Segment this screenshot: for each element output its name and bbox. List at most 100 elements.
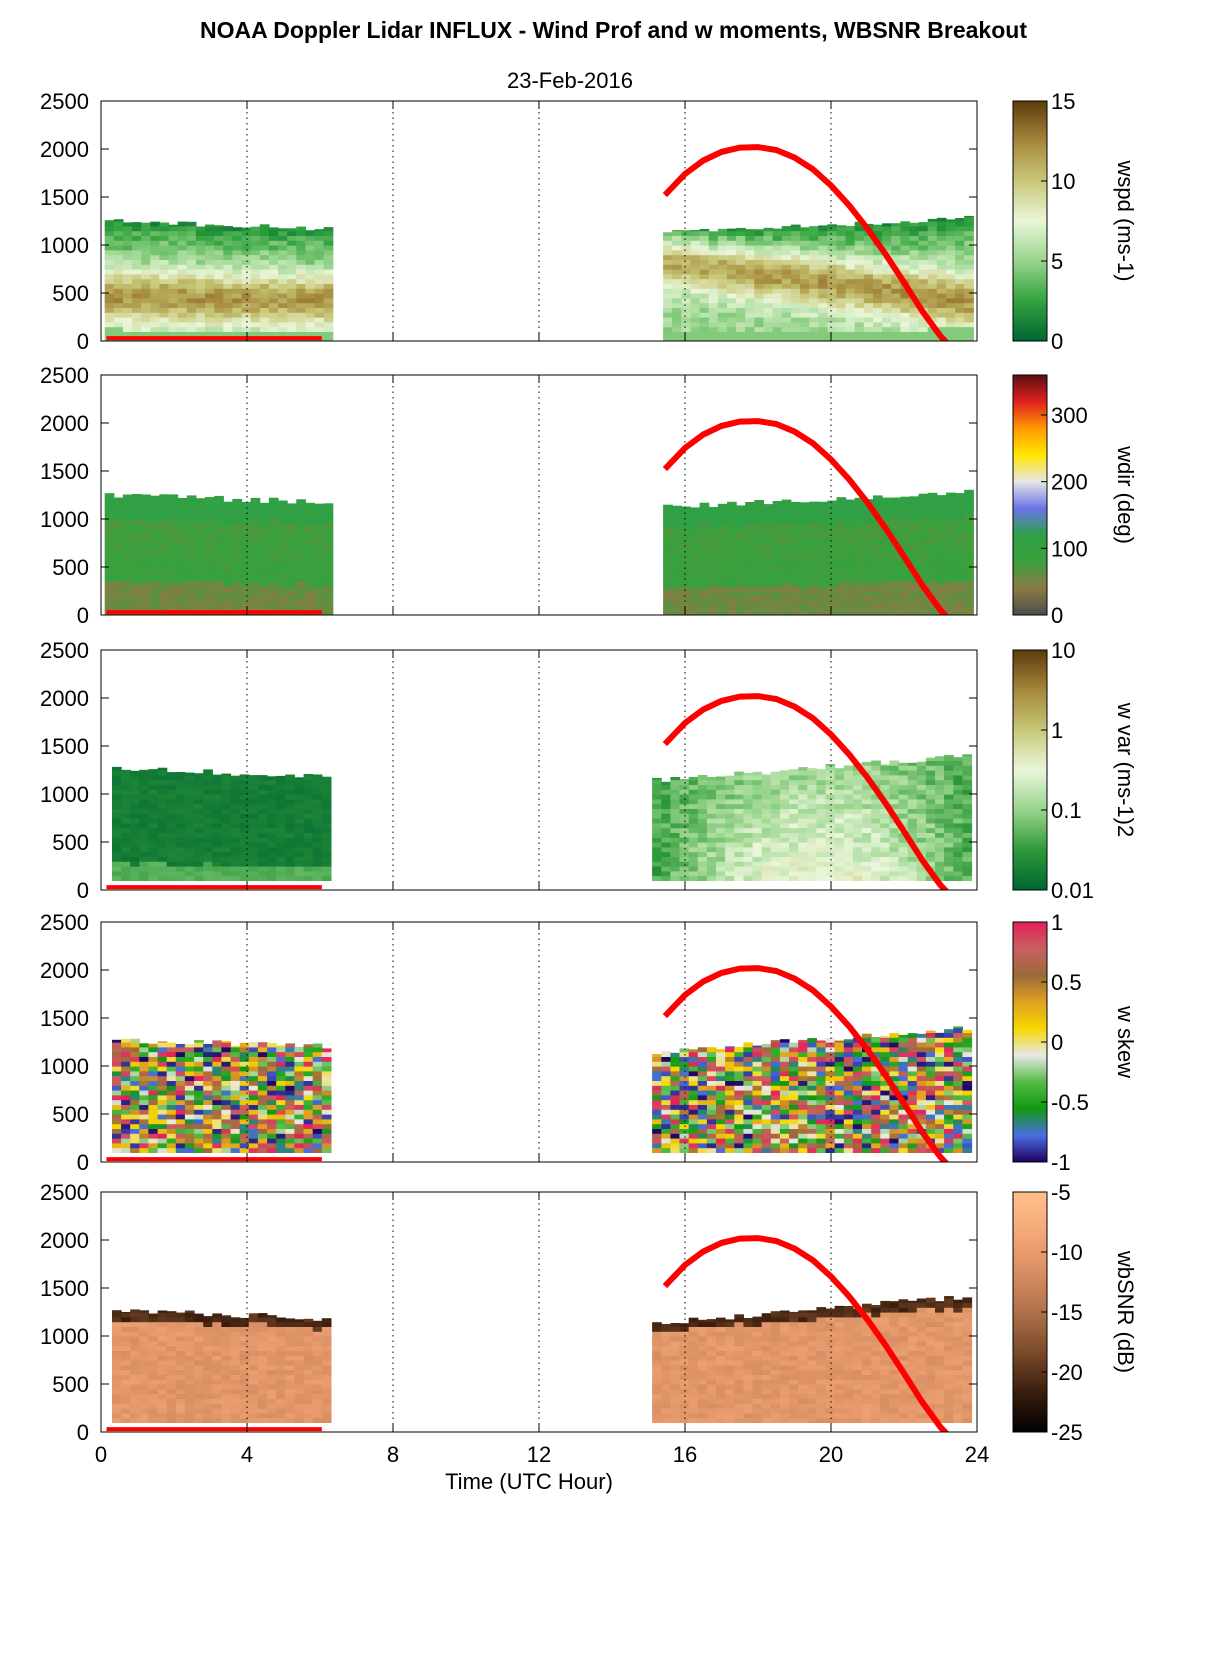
- heatmap-cell: [818, 533, 828, 539]
- heatmap-cell: [781, 273, 792, 280]
- heatmap-cell: [139, 803, 149, 809]
- heatmap-cell: [790, 504, 801, 510]
- heatmap-cell: [285, 808, 295, 814]
- heatmap-cell: [827, 595, 837, 602]
- heatmap-cell: [790, 501, 801, 506]
- heatmap-cell: [663, 552, 673, 558]
- heatmap-cell: [267, 1114, 277, 1120]
- heatmap-cell: [825, 861, 836, 867]
- heatmap-cell: [230, 1046, 241, 1053]
- heatmap-cell: [927, 499, 938, 506]
- heatmap-cell: [285, 779, 295, 785]
- heatmap-cell: [964, 259, 974, 265]
- y-tick-label: 2000: [40, 411, 89, 436]
- heatmap-cell: [194, 779, 204, 785]
- heatmap-cell: [944, 875, 954, 881]
- heatmap-cell: [734, 808, 744, 814]
- heatmap-cell: [150, 235, 160, 241]
- heatmap-cell: [772, 269, 783, 275]
- heatmap-cell: [159, 283, 170, 289]
- heatmap-cell: [725, 856, 735, 862]
- heatmap-cell: [672, 288, 682, 294]
- heatmap-cell: [230, 861, 241, 867]
- heatmap-cell: [800, 227, 810, 232]
- heatmap-cell: [285, 861, 295, 867]
- heatmap-cell: [150, 225, 160, 232]
- heatmap-cell: [763, 504, 774, 506]
- heatmap-cell: [186, 567, 197, 573]
- heatmap-cell: [195, 538, 206, 544]
- heatmap-cell: [166, 772, 177, 776]
- heatmap-cell: [688, 851, 699, 857]
- heatmap-cell: [706, 870, 717, 877]
- heatmap-cell: [863, 297, 874, 304]
- heatmap-cell: [779, 798, 790, 805]
- heatmap-cell: [891, 307, 901, 313]
- heatmap-cell: [781, 297, 792, 304]
- heatmap-cell: [679, 779, 690, 781]
- heatmap-cell: [873, 331, 883, 337]
- heatmap-cell: [112, 1075, 122, 1081]
- heatmap-cell: [754, 600, 764, 606]
- heatmap-cell: [157, 1070, 168, 1077]
- heatmap-cell: [303, 1066, 314, 1072]
- heatmap-cell: [936, 562, 947, 568]
- heatmap-cell: [699, 514, 710, 520]
- heatmap-cell: [276, 818, 286, 824]
- heatmap-cell: [907, 813, 918, 819]
- heatmap-cell: [752, 798, 763, 805]
- heatmap-cell: [663, 547, 673, 554]
- heatmap-cell: [130, 1104, 140, 1110]
- heatmap-cell: [909, 326, 920, 332]
- heatmap-cell: [150, 552, 160, 558]
- heatmap-cell: [230, 1099, 241, 1105]
- heatmap-cell: [754, 264, 764, 270]
- heatmap-cell: [900, 326, 911, 332]
- heatmap-cell: [880, 856, 890, 862]
- heatmap-cell: [790, 249, 801, 256]
- heatmap-cell: [734, 846, 744, 853]
- heatmap-cell: [112, 866, 122, 872]
- heatmap-cell: [257, 818, 268, 824]
- heatmap-cell: [754, 331, 764, 337]
- heatmap-cell: [278, 245, 288, 251]
- heatmap-cell: [314, 552, 325, 558]
- heatmap-cell: [834, 818, 845, 824]
- heatmap-cell: [789, 770, 799, 776]
- heatmap-cell: [699, 331, 710, 337]
- heatmap-cell: [918, 499, 929, 506]
- heatmap-cell: [141, 331, 151, 337]
- heatmap-cell: [239, 813, 250, 819]
- heatmap-cell: [303, 1099, 314, 1105]
- heatmap-cell: [672, 505, 682, 510]
- heatmap-cell: [203, 1070, 213, 1077]
- heatmap-cell: [239, 1118, 250, 1125]
- heatmap-cell: [259, 312, 270, 318]
- heatmap-cell: [250, 581, 261, 587]
- heatmap-cell: [962, 866, 973, 872]
- heatmap-cell: [157, 846, 168, 853]
- heatmap-cell: [148, 842, 159, 848]
- heatmap-cell: [122, 278, 133, 284]
- heatmap-cell: [267, 818, 277, 824]
- heatmap-cell: [194, 822, 204, 829]
- heatmap-cell: [157, 1118, 168, 1125]
- heatmap-cell: [241, 586, 252, 592]
- heatmap-cell: [278, 581, 288, 587]
- heatmap-cell: [132, 586, 142, 592]
- heatmap-cell: [918, 240, 929, 246]
- heatmap-cell: [873, 336, 883, 341]
- heatmap-cell: [104, 499, 115, 506]
- heatmap-cell: [166, 1085, 177, 1091]
- heatmap-cell: [734, 774, 744, 781]
- heatmap-cell: [122, 523, 133, 530]
- heatmap-cell: [221, 875, 232, 881]
- heatmap-cell: [285, 1061, 295, 1067]
- heatmap-cell: [798, 770, 808, 776]
- heatmap-cell: [672, 586, 682, 592]
- heatmap-cell: [834, 768, 845, 771]
- heatmap-cell: [936, 543, 947, 549]
- heatmap-cell: [141, 273, 151, 280]
- heatmap-cell: [305, 605, 316, 611]
- heatmap-cell: [770, 827, 781, 833]
